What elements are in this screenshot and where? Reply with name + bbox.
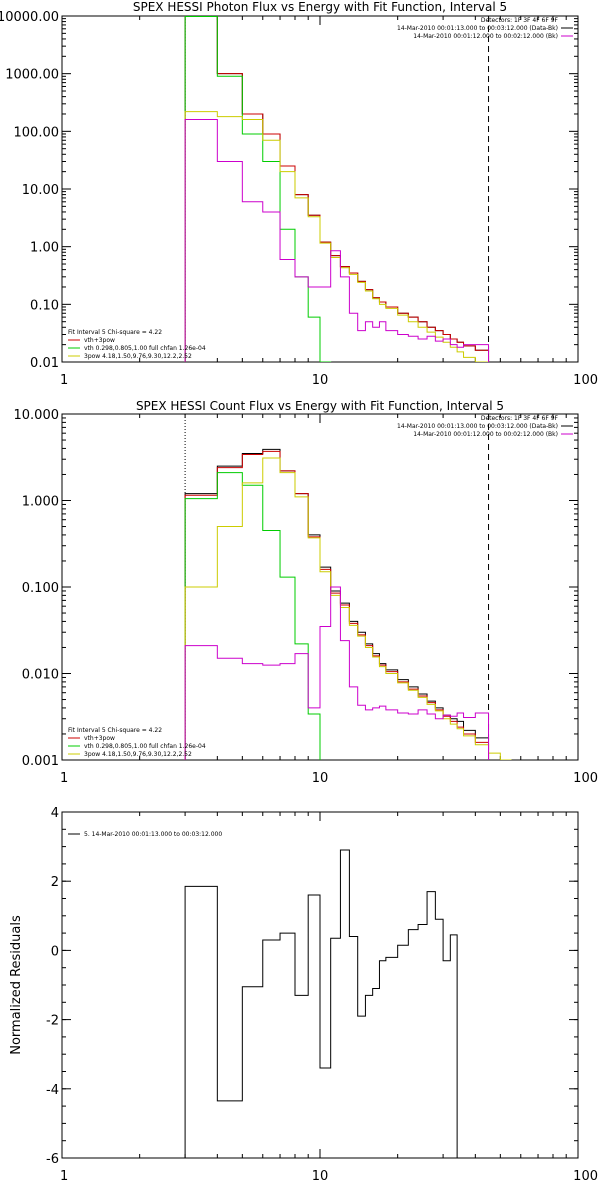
chart-title: SPEX HESSI Photon Flux vs Energy with Fi…: [133, 0, 507, 14]
series-background-line: [184, 119, 490, 362]
y-tick-label: 0.001: [22, 754, 59, 769]
y-tick-label: 0.100: [22, 581, 59, 596]
series-group: [184, 849, 458, 1158]
y-tick-label: 0.10: [30, 298, 59, 313]
series-nonthermal-line: [184, 111, 490, 362]
x-tick-label: 1: [60, 1169, 68, 1184]
legend-label: vth+3pow: [84, 337, 115, 344]
x-tick-label: 100: [573, 771, 598, 786]
series-thermal-line: [184, 16, 332, 362]
legend-label: 14-Mar-2010 00:01:12.000 to 00:02:12.000…: [413, 431, 558, 438]
legend-label: 14-Mar-2010 00:01:12.000 to 00:02:12.000…: [413, 33, 558, 40]
x-tick-label: 100: [573, 1169, 598, 1184]
y-tick-label: 0.010: [22, 668, 59, 683]
plot-frame: [61, 15, 579, 363]
legend-label: vth 0.298,0.805,1.00 full chfan 1.26e-04: [84, 743, 206, 750]
legend-label: vth+3pow: [84, 735, 115, 742]
legend-label: Fit Interval 5 Chi-square = 4.22: [68, 329, 162, 336]
y-tick-label: 1.00: [30, 241, 59, 256]
legend-label: Fit Interval 5 Chi-square = 4.22: [68, 727, 162, 734]
y-tick-label: -2: [46, 1014, 59, 1029]
series-nonthermal-line: [184, 457, 512, 760]
legend-label: 14-Mar-2010 00:01:13.000 to 00:03:12.000…: [397, 25, 558, 32]
x-tick-label: 10: [312, 771, 329, 786]
y-tick-label: -6: [46, 1152, 59, 1167]
x-tick-label: 100: [573, 373, 598, 388]
legend-label: Detectors: 1F 3F 4F 6F 9F: [481, 415, 559, 422]
y-tick-label: 10000.00: [0, 10, 59, 25]
series-data-line: [184, 16, 490, 362]
y-tick-label: 4: [51, 806, 59, 821]
x-tick-label: 1: [60, 771, 68, 786]
legend-label: Detectors: 1F 3F 4F 6F 9F: [481, 17, 559, 24]
y-tick-label: 1000.00: [5, 68, 59, 83]
y-tick-label: 100.00: [14, 125, 60, 140]
count-flux-panel: SPEX HESSI Count Flux vs Energy with Fit…: [14, 399, 599, 786]
legend-label: 3pow 4.18,1.50,9.76,9.30,12.2,2.52: [84, 353, 192, 360]
legend-label: 5. 14-Mar-2010 00:01:13.000 to 00:03:12.…: [84, 831, 222, 838]
series-total-line: [184, 16, 490, 362]
y-tick-label: 2: [51, 875, 59, 890]
y-tick-label: 0: [51, 944, 59, 959]
y-axis-label: Normalized Residuals: [9, 915, 24, 1055]
photon-flux-panel: SPEX HESSI Photon Flux vs Energy with Fi…: [0, 0, 598, 388]
legend-label: 14-Mar-2010 00:01:13.000 to 00:03:12.000…: [397, 423, 558, 430]
y-tick-label: 0.01: [30, 356, 59, 371]
series-group: [184, 448, 512, 760]
x-tick-label: 10: [312, 373, 329, 388]
y-tick-label: 10.000: [14, 408, 60, 423]
legend-label: vth 0.298,0.805,1.00 full chfan 1.26e-04: [84, 345, 206, 352]
legend-label: 3pow 4.18,1.50,9.76,9.30,12.2,2.52: [84, 751, 192, 758]
x-tick-label: 10: [312, 1169, 329, 1184]
y-tick-label: -4: [46, 1083, 59, 1098]
y-tick-label: 1.000: [22, 495, 59, 510]
series-group: [184, 16, 490, 362]
series-thermal-line: [184, 472, 321, 760]
y-tick-label: 10.00: [22, 183, 59, 198]
series-background-line: [184, 586, 490, 760]
x-tick-label: 1: [60, 373, 68, 388]
residuals-panel: Normalized Residuals 1 10 100 -6 -4 -2 0 2 4 5. 14…: [9, 806, 598, 1184]
series-data-line: [184, 849, 458, 1158]
chart-title: SPEX HESSI Count Flux vs Energy with Fit…: [136, 399, 504, 413]
